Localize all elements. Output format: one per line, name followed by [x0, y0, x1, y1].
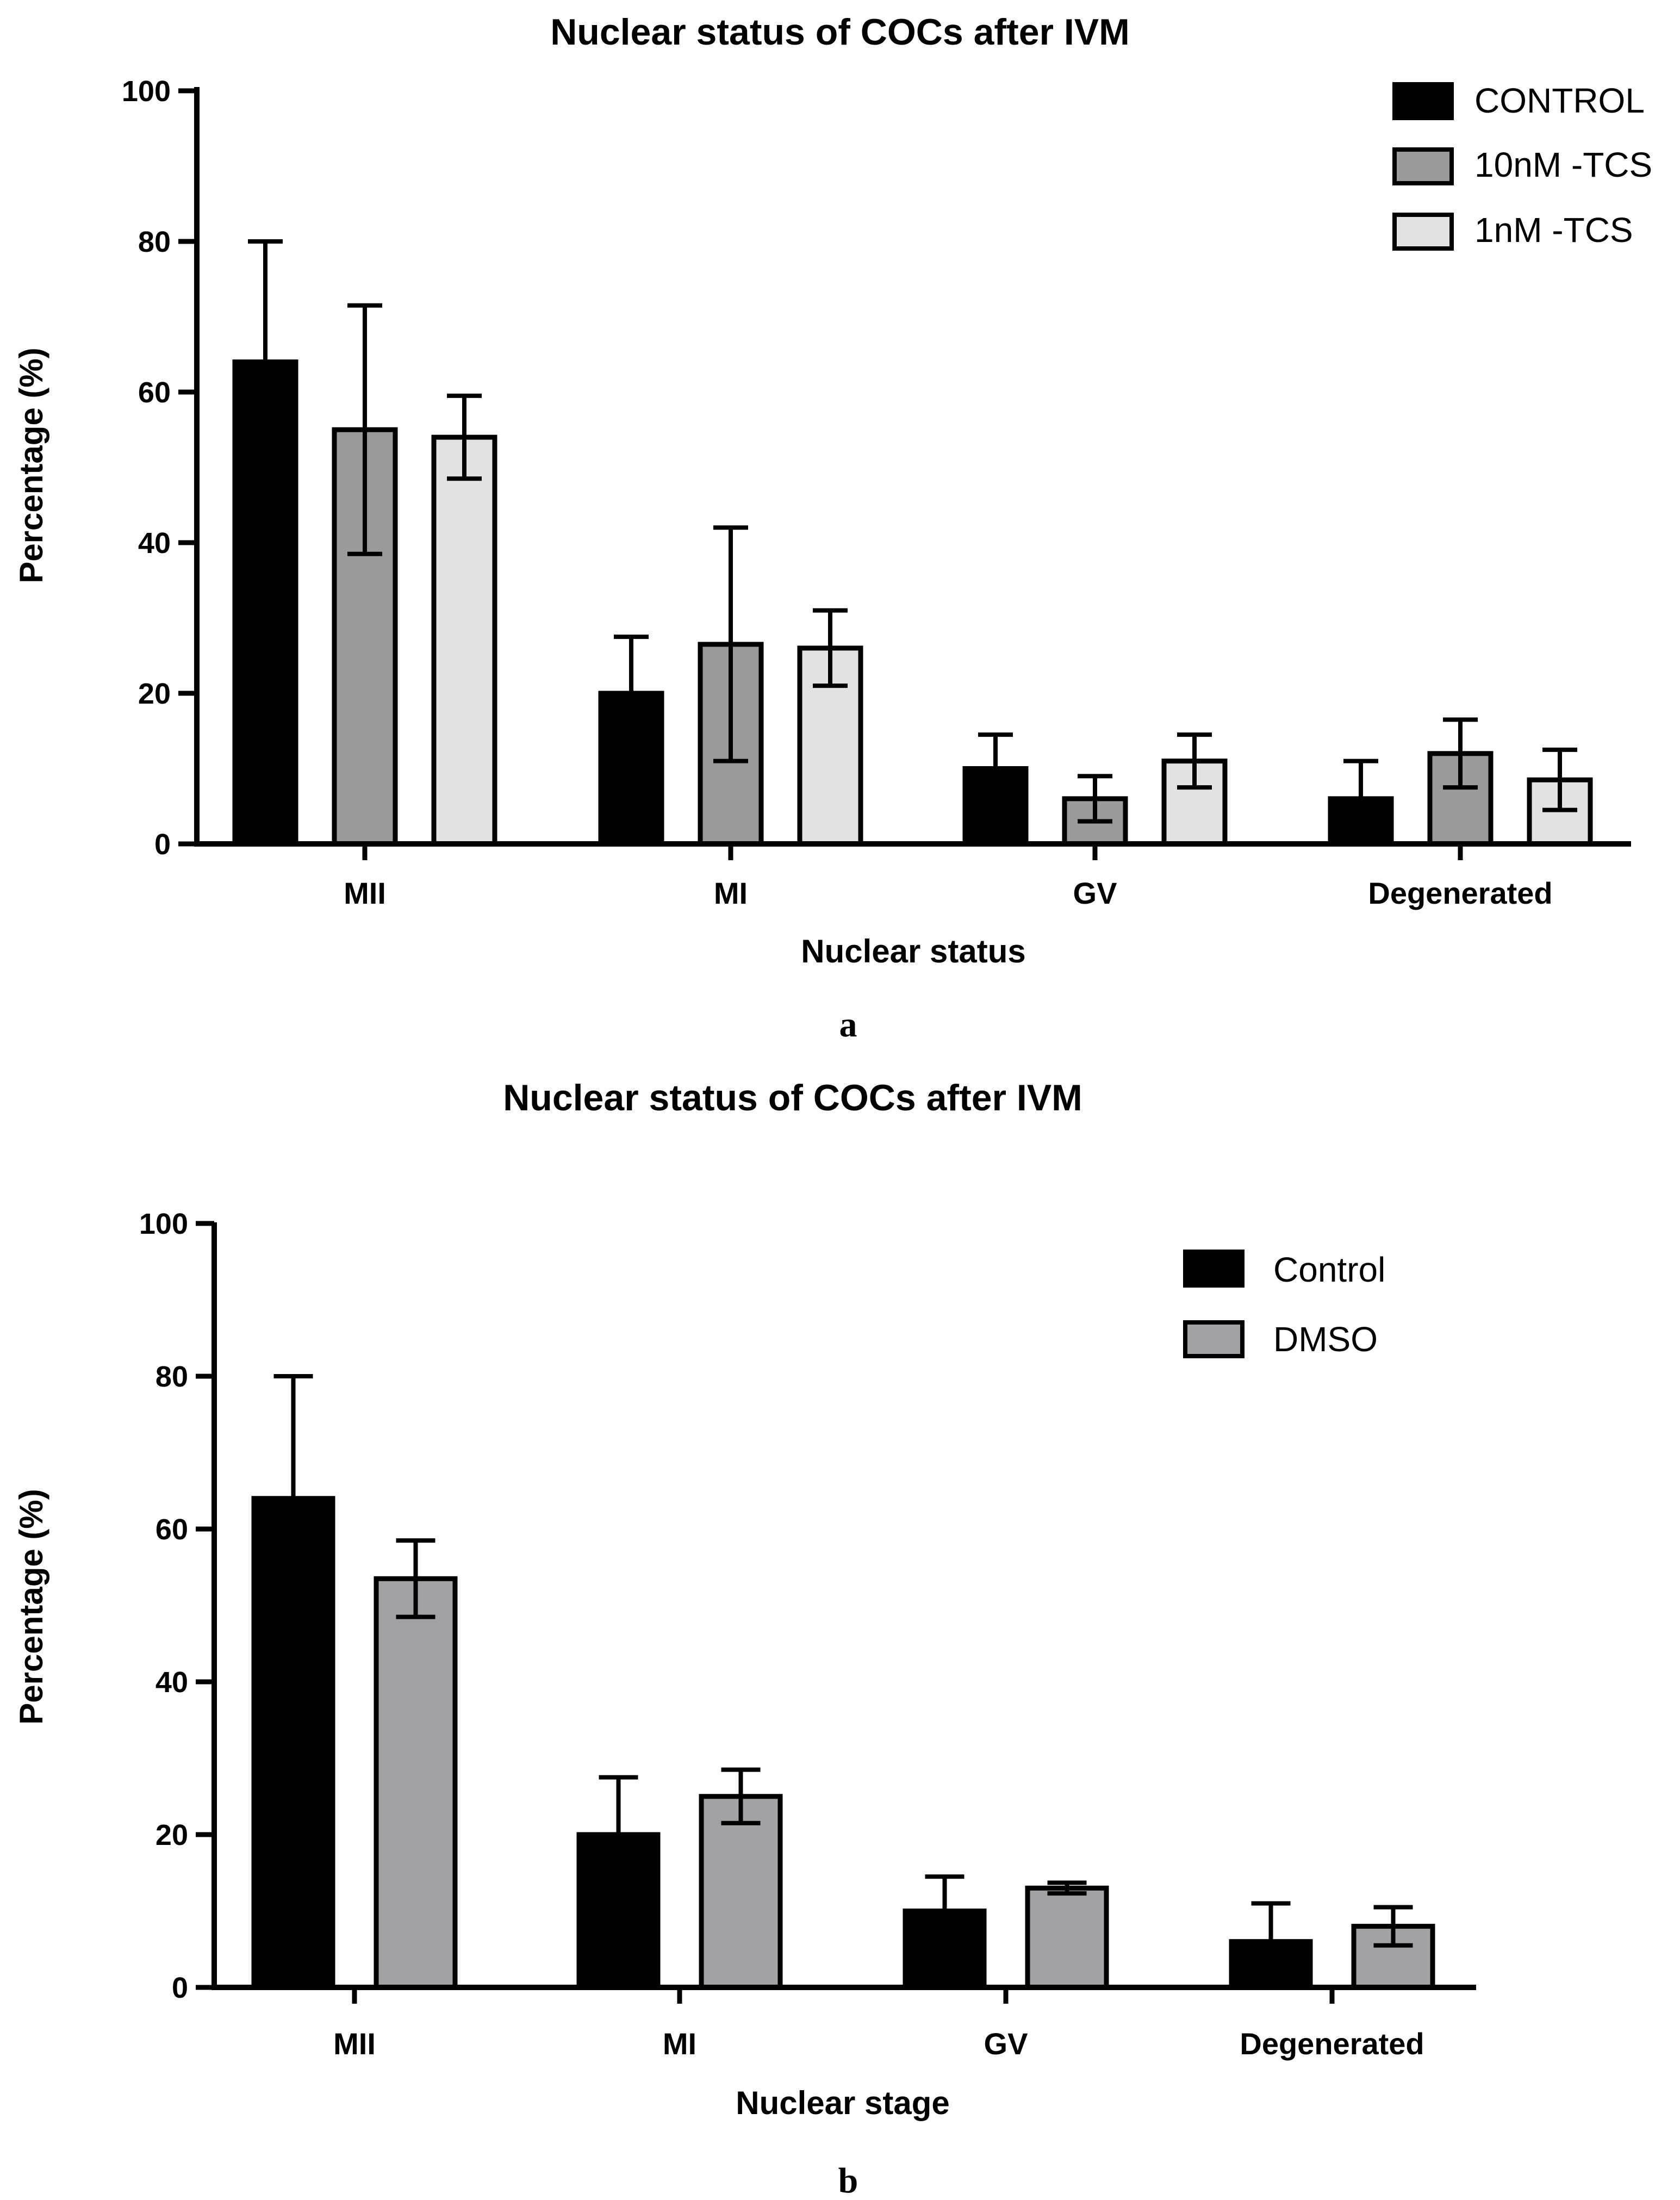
y-tick-label: 40 — [155, 1666, 188, 1699]
chart-b-legend: Control DMSO — [1183, 1250, 1385, 1359]
y-tick-label: 40 — [138, 527, 171, 560]
legend-label-dmso: DMSO — [1273, 1320, 1378, 1359]
bar-control-gv — [903, 1909, 987, 1990]
bar-control-gv — [962, 766, 1029, 847]
bar-control-degenerated — [1328, 796, 1394, 847]
x-tick-label-degenerated: Degenerated — [1240, 2027, 1424, 2061]
legend-swatch-control — [1392, 82, 1454, 120]
y-tick-label: 80 — [138, 226, 171, 258]
x-tick-label-gv: GV — [1073, 876, 1117, 910]
y-tick-label: 20 — [155, 1819, 188, 1851]
bar-dmso-mii — [374, 1576, 458, 1990]
x-tick-label-mii: MII — [344, 876, 386, 910]
legend-label-control: CONTROL — [1474, 81, 1645, 120]
x-tick-label-degenerated: Degenerated — [1368, 876, 1552, 910]
chart-a-y-axis-label: Percentage (%) — [13, 347, 49, 583]
legend-swatch-control-b — [1183, 1250, 1245, 1288]
chart-b-title: Nuclear status of COCs after IVM — [503, 1077, 1082, 1118]
chart-panel-a: Nuclear status of COCs after IVM 0 20 40 60… — [13, 11, 1652, 1045]
legend-swatch-10nm-tcs — [1392, 147, 1454, 185]
y-tick-label: 0 — [172, 1972, 188, 2004]
panel-label-b: b — [838, 2161, 858, 2200]
bar-1nm-tcs-mii — [431, 434, 497, 847]
y-tick-label: 0 — [154, 828, 171, 861]
legend-label-1nm-tcs: 1nM -TCS — [1474, 210, 1633, 250]
panel-label-a: a — [839, 1005, 857, 1045]
bar-dmso-gv — [1025, 1885, 1109, 1990]
legend-label-10nm-tcs: 10nM -TCS — [1474, 145, 1652, 184]
x-tick-label-mi: MI — [714, 876, 748, 910]
legend-swatch-dmso — [1183, 1320, 1245, 1358]
bar-control-mi — [598, 691, 664, 847]
bar-control-degenerated — [1229, 1939, 1313, 1990]
y-tick-label: 20 — [138, 678, 171, 710]
bar-control-mii — [251, 1496, 335, 1990]
chart-b-y-axis-label: Percentage (%) — [13, 1489, 49, 1724]
y-tick-label: 60 — [155, 1513, 188, 1546]
chart-b-x-axis-label: Nuclear stage — [736, 2085, 950, 2121]
bar-control-mii — [232, 359, 298, 847]
x-tick-label-mi: MI — [663, 2027, 696, 2061]
y-tick-label: 100 — [122, 75, 171, 108]
chart-panel-b: Nuclear status of COCs after IVM 0 20 40 60… — [13, 1077, 1476, 2200]
chart-a-title: Nuclear status of COCs after IVM — [550, 11, 1130, 53]
bar-control-mi — [576, 1832, 661, 1990]
chart-a-x-axis-label: Nuclear status — [801, 933, 1026, 970]
y-tick-label: 60 — [138, 376, 171, 409]
bar-dmso-mi — [699, 1794, 783, 1990]
x-tick-label-mii: MII — [333, 2027, 376, 2061]
legend-label-control-b: Control — [1273, 1250, 1385, 1289]
y-tick-label: 80 — [155, 1360, 188, 1393]
x-tick-label-gv: GV — [984, 2027, 1028, 2061]
legend-swatch-1nm-tcs — [1392, 213, 1454, 251]
y-tick-label: 100 — [139, 1208, 188, 1240]
chart-a-legend: CONTROL 10nM -TCS 1nM -TCS — [1392, 81, 1652, 251]
